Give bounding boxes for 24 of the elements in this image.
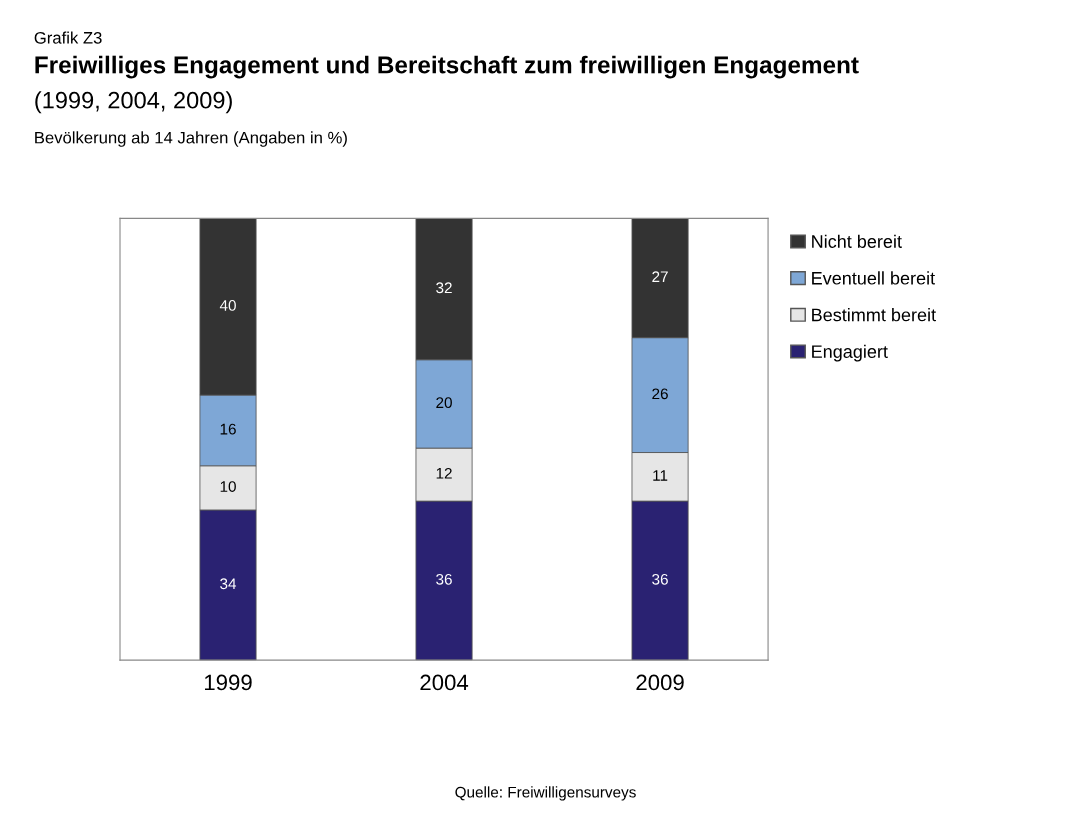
text: Bevölkerung ab 14 Jahren (Angaben in %) <box>35 131 347 147</box>
legend-label: Nicht bereit <box>812 234 902 248</box>
data-label: 26 <box>652 388 668 400</box>
x-tick-label: 1999 <box>205 674 252 691</box>
source-note: Quelle: Freiwilligensurveys <box>455 786 636 801</box>
text: Grafik Z3 <box>34 31 102 44</box>
data-label: 16 <box>220 423 236 435</box>
legend-label: Eventuell bereit <box>812 271 935 285</box>
data-label: 36 <box>436 573 452 585</box>
legend-label: Bestimmt bereit <box>812 308 936 322</box>
data-label: 32 <box>436 282 452 294</box>
data-label: 20 <box>436 397 452 409</box>
data-label: 10 <box>220 481 236 492</box>
data-label: 27 <box>652 271 668 282</box>
data-label: 36 <box>652 573 668 585</box>
data-label: 40 <box>219 300 236 311</box>
x-tick-label: 2004 <box>420 674 469 691</box>
data-label: 12 <box>436 467 452 479</box>
chart-subtitle: (1999, 2004, 2009) <box>35 91 232 114</box>
chart-title: Freiwilliges Engagement und Bereitschaft zum freiwilligen Engagement <box>35 55 859 79</box>
data-label: 11 <box>653 470 668 481</box>
data-label: 34 <box>220 578 237 590</box>
x-tick-label: 2009 <box>636 674 684 691</box>
legend-label: Engagiert <box>812 344 888 362</box>
